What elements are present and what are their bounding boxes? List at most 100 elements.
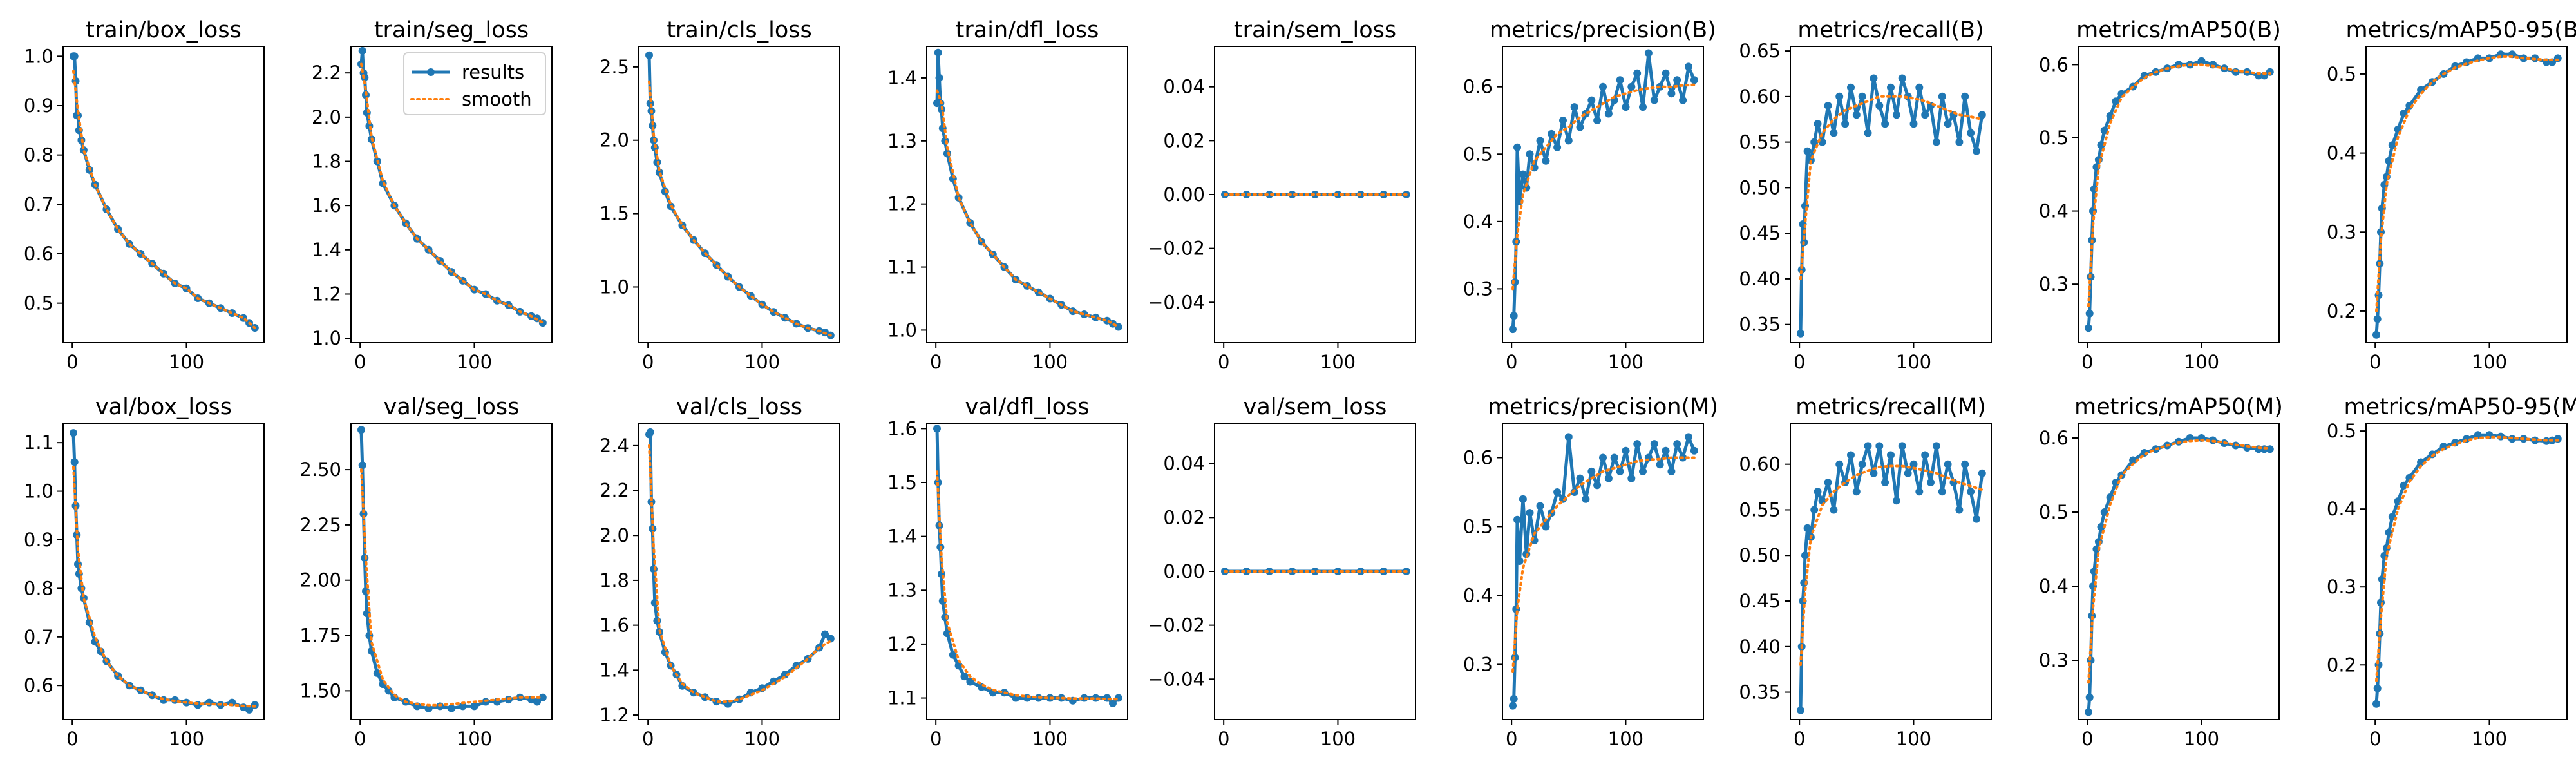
results-point <box>1973 147 1980 155</box>
results-point <box>1667 467 1676 475</box>
results-point <box>645 51 653 59</box>
results-point <box>538 693 547 701</box>
results-point <box>384 687 393 695</box>
y-tick-label: 0.00 <box>1163 560 1205 582</box>
y-tick-label: 1.50 <box>299 680 341 701</box>
y-tick-label: 0.55 <box>1739 131 1781 153</box>
results-point <box>1978 111 1986 119</box>
y-tick-label: 0.3 <box>2327 221 2356 243</box>
x-tick-label: 100 <box>169 728 204 750</box>
results-point <box>1576 123 1584 131</box>
results-point <box>1921 111 1929 119</box>
y-tick-label: 0.45 <box>1739 222 1781 244</box>
smooth-line <box>648 444 832 703</box>
results-point <box>1858 460 1866 468</box>
y-tick-label: 0.45 <box>1739 590 1781 612</box>
y-tick-label: 0.7 <box>24 193 53 215</box>
results-point <box>1955 138 1964 146</box>
results-point <box>1510 694 1518 703</box>
results-point <box>1511 653 1519 662</box>
results-point <box>2100 126 2108 135</box>
results-point <box>2372 700 2380 708</box>
results-point <box>1553 143 1562 151</box>
smooth-line <box>360 62 544 325</box>
results-point <box>1633 440 1642 448</box>
results-point <box>2097 523 2105 531</box>
x-tick-label: 0 <box>1218 728 1229 750</box>
x-tick-label: 100 <box>1608 351 1643 373</box>
results-point <box>1570 103 1578 111</box>
axes-frame <box>2365 423 2568 720</box>
results-point <box>821 630 829 638</box>
y-tick-label: 1.4 <box>887 67 917 89</box>
y-tick-label: 2.0 <box>600 524 629 546</box>
y-tick-label: 2.2 <box>312 62 341 84</box>
y-tick-label: 0.3 <box>1463 278 1493 300</box>
results-point <box>1599 453 1607 462</box>
results-point <box>2085 324 2092 332</box>
results-point <box>1536 502 1544 510</box>
panel-train-sem-loss: train/sem_loss 0 100 −0.04 −0.02 0.00 0.02 0.04 <box>1148 17 1416 373</box>
results-point <box>1881 479 1889 486</box>
results-point <box>73 531 81 539</box>
results-point <box>1967 488 1975 496</box>
x-tick-label: 100 <box>169 351 204 373</box>
results-point <box>1080 694 1088 702</box>
results-line <box>359 430 544 711</box>
y-tick-label: 0.5 <box>2327 420 2356 442</box>
plot-area <box>2372 431 2562 708</box>
results-point <box>1961 92 1969 100</box>
results-point <box>1570 488 1578 496</box>
y-tick-label: 0.02 <box>1163 129 1205 151</box>
y-tick-label: 1.1 <box>887 256 917 278</box>
results-point <box>1852 111 1861 119</box>
results-point <box>1932 138 1940 146</box>
y-tick-label: 1.0 <box>24 481 53 502</box>
panel-metrics-map50-95-m: metrics/mAP50-95(M) 0 100 0.2 0.3 0.4 0.5 <box>2327 394 2576 750</box>
panel-train-cls-loss: train/cls_loss 0 100 1.0 1.5 2.0 2.5 <box>600 17 840 373</box>
panel-metrics-precision-b: metrics/precision(B) 0 100 0.3 0.4 0.5 0.6 <box>1463 17 1716 373</box>
smooth-line <box>2375 55 2559 312</box>
panel-title: val/cls_loss <box>676 394 802 420</box>
y-tick-label: 2.0 <box>312 106 341 128</box>
results-point <box>2085 708 2092 716</box>
panel-val-dfl-loss: val/dfl_loss 0 100 1.1 1.2 1.3 1.4 1.5 1.6 <box>887 394 1128 750</box>
results-point <box>934 48 942 57</box>
y-tick-label: 1.1 <box>24 432 53 453</box>
results-point <box>79 594 88 602</box>
results-point <box>1515 557 1524 565</box>
panel-title: metrics/recall(B) <box>1797 17 1984 43</box>
results-point <box>2373 684 2382 692</box>
panel-title: val/sem_loss <box>1244 394 1387 420</box>
y-tick-label: 0.4 <box>2327 498 2356 520</box>
results-point <box>1080 310 1088 318</box>
x-tick-label: 100 <box>457 728 492 750</box>
panel-metrics-map50-b: metrics/mAP50(B) 0 100 0.3 0.4 0.5 0.6 <box>2039 17 2281 373</box>
results-point <box>1814 120 1822 128</box>
results-point <box>1622 446 1630 455</box>
y-tick-label: 2.4 <box>600 435 629 457</box>
y-tick-label: −0.02 <box>1148 238 1205 260</box>
results-point <box>1526 509 1534 517</box>
results-point <box>1814 488 1822 496</box>
y-tick-label: 0.4 <box>2327 142 2356 164</box>
results-point <box>1887 83 1895 91</box>
results-point <box>1639 103 1647 111</box>
y-tick-label: 1.6 <box>600 615 629 636</box>
y-tick-label: 0.6 <box>24 674 53 696</box>
results-point <box>1650 96 1658 104</box>
x-tick-label: 0 <box>642 728 654 750</box>
results-point <box>424 704 433 712</box>
results-line <box>1511 52 1696 330</box>
panel-title: train/box_loss <box>86 17 242 43</box>
plot-area <box>70 429 259 714</box>
y-tick-label: −0.02 <box>1148 615 1205 636</box>
y-tick-label: 0.2 <box>2327 300 2356 322</box>
results-point <box>358 46 366 55</box>
results-point <box>1797 706 1804 714</box>
y-tick-label: 0.9 <box>24 529 53 551</box>
results-point <box>933 425 941 433</box>
results-line <box>2374 433 2559 704</box>
y-tick-label: 0.5 <box>1463 143 1493 165</box>
y-tick-label: 2.50 <box>299 459 341 481</box>
